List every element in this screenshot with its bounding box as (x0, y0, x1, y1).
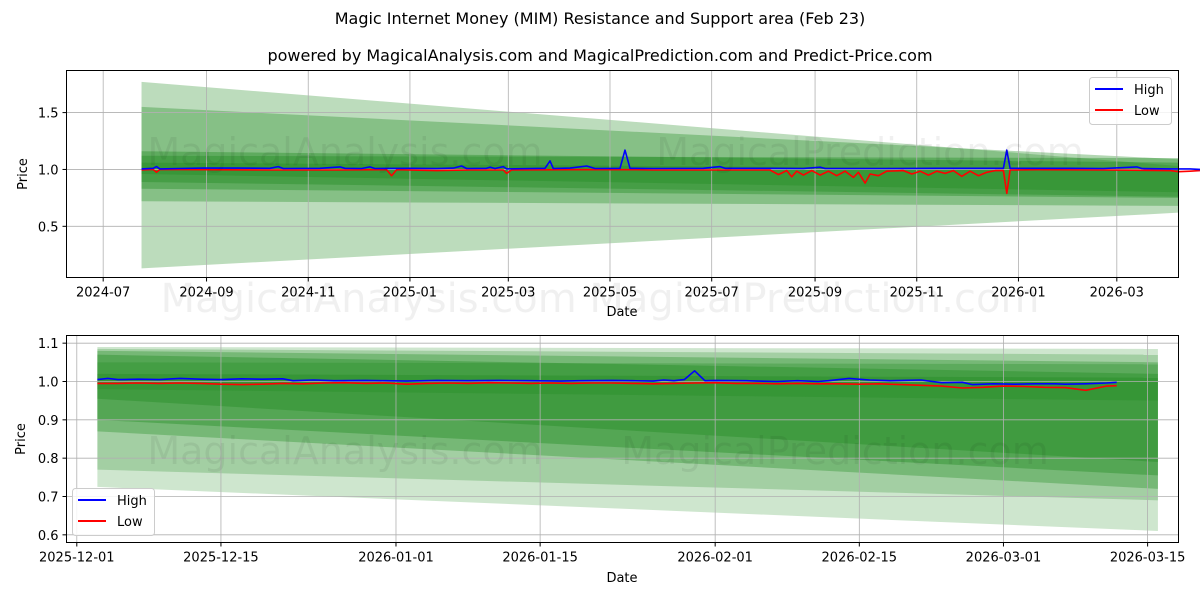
x-tick-label-2-4: 2026-02-01 (677, 551, 753, 566)
x-tick-label-1-4: 2025-03 (481, 286, 535, 301)
y-axis-label-1: Price (16, 158, 31, 190)
legend-1: High Low (1089, 77, 1172, 125)
watermark-2: MagicalAnalysis.com MagicalPrediction.co… (147, 429, 1048, 473)
watermark-right: MagicalPrediction.com (656, 130, 1084, 174)
watermark-left: MagicalAnalysis.com (147, 130, 542, 174)
y-tick-label-2-1: 0.7 (38, 491, 59, 506)
x-tick-label-1-1: 2024-09 (179, 286, 233, 301)
x-tick-label-1-9: 2026-01 (991, 286, 1045, 301)
band-1-1 (141, 81, 1179, 269)
chart-title: Magic Internet Money (MIM) Resistance an… (334, 9, 866, 28)
chart-subtitle: powered by MagicalAnalysis.com and Magic… (267, 46, 933, 65)
band-2-5 (97, 373, 1158, 462)
plot-frame-2 (66, 335, 1179, 543)
band-2-1 (97, 347, 1158, 531)
y-tick-label-1-0: 0.5 (38, 220, 59, 235)
watermark-left-2: MagicalAnalysis.com (147, 429, 542, 473)
y-tick-label-2-3: 0.9 (38, 414, 59, 429)
band-2-2 (97, 348, 1158, 501)
x-tick-label-1-0: 2024-07 (76, 286, 130, 301)
high-line-2 (97, 369, 1117, 386)
support-resistance-bands-1 (141, 81, 1179, 269)
x-tick-label-1-5: 2025-05 (583, 286, 637, 301)
y-tick-label-1-2: 1.5 (38, 107, 59, 122)
grid-2 (66, 335, 1179, 543)
x-tick-label-1-7: 2025-09 (788, 286, 842, 301)
y-axis-label-2: Price (14, 423, 29, 455)
legend-2: High Low (72, 488, 155, 536)
legend-high-label-2: High (117, 494, 147, 509)
watermark-combined: MagicalAnalysis.com MagicalPrediction.co… (161, 276, 1040, 322)
x-tick-label-2-2: 2026-01-01 (358, 551, 434, 566)
y-tick-label-2-0: 0.6 (38, 529, 59, 544)
legend-high-label: High (1134, 83, 1164, 98)
x-tick-label-2-7: 2026-03-15 (1110, 551, 1186, 566)
watermark-right-2: MagicalPrediction.com (621, 429, 1049, 473)
axes-1: 2024-07 2024-09 2024-11 2025-01 2025-03 2025-… (38, 107, 1144, 301)
x-axis-label-2: Date (606, 571, 637, 586)
y-tick-label-2-4: 1.0 (38, 376, 59, 391)
price-lines-2 (97, 369, 1117, 392)
legend-low-label: Low (1134, 104, 1160, 119)
x-tick-label-2-1: 2025-12-15 (183, 551, 259, 566)
x-tick-label-1-2: 2024-11 (281, 286, 335, 301)
band-1-3 (141, 151, 1179, 198)
low-line-1 (141, 168, 1200, 195)
axes-2: 2025-12-01 2025-12-15 2026-01-01 2026-01-15… (38, 337, 1186, 565)
x-axis-label-1: Date (606, 305, 637, 320)
price-lines-1 (141, 149, 1200, 195)
plot-frame-1 (66, 70, 1179, 278)
y-tick-label-2-5: 1.1 (38, 337, 59, 352)
x-tick-label-2-0: 2025-12-01 (39, 551, 115, 566)
band-1-4 (141, 155, 1179, 197)
x-tick-label-2-3: 2026-01-15 (502, 551, 578, 566)
y-tick-label-1-1: 1.0 (38, 163, 59, 178)
watermark-1: MagicalAnalysis.com MagicalPrediction.co… (147, 130, 1083, 322)
x-tick-label-1-8: 2025-11 (890, 286, 944, 301)
x-tick-label-2-5: 2026-02-15 (822, 551, 898, 566)
support-resistance-bands-2 (97, 347, 1158, 531)
x-tick-label-1-3: 2025-01 (383, 286, 437, 301)
low-line-2 (97, 381, 1117, 392)
y-tick-label-2-2: 0.8 (38, 452, 59, 467)
x-tick-label-1-6: 2025-07 (685, 286, 739, 301)
band-1-2 (141, 106, 1179, 206)
x-tick-label-1-10: 2026-03 (1090, 286, 1144, 301)
high-line-1 (141, 149, 1200, 171)
x-tick-label-2-6: 2026-03-01 (966, 551, 1042, 566)
legend-low-label-2: Low (117, 515, 143, 530)
